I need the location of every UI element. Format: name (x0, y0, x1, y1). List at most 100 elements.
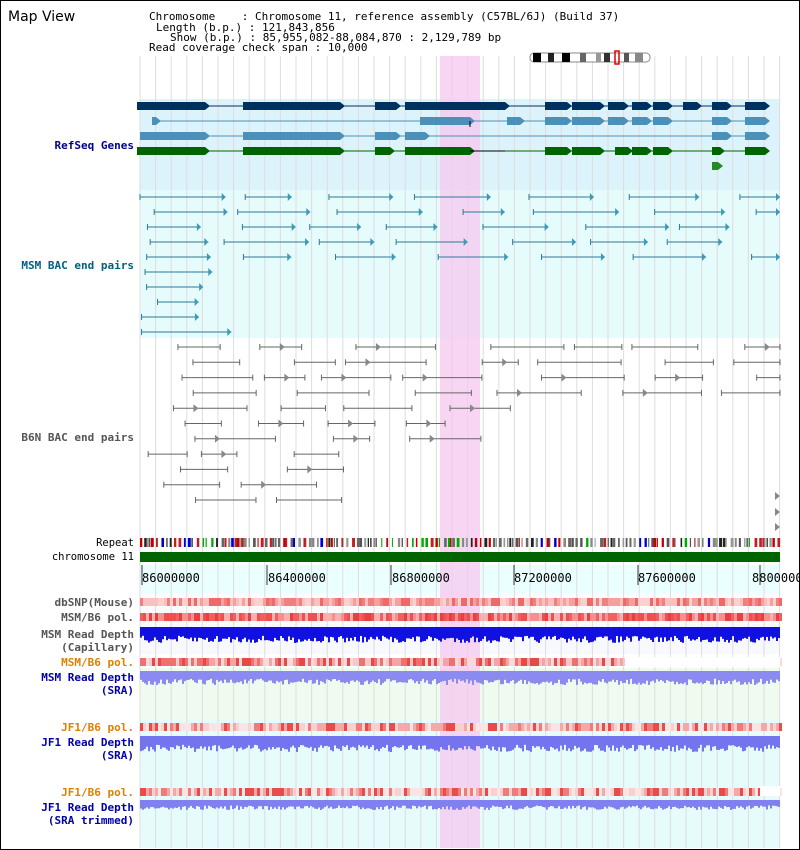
track-label-dbsnp[interactable]: dbSNP(Mouse) (54, 596, 134, 609)
track-label-jf1-pol-1[interactable]: JF1/B6 pol. (61, 721, 134, 734)
gene-exon (140, 132, 205, 140)
gene-strand-arrow (647, 147, 652, 155)
track-label-jf1-depth-1[interactable]: JF1 Read Depth (SRA) (4, 736, 134, 762)
track-label-msm-bac[interactable]: MSM BAC end pairs (21, 259, 134, 272)
msm-pol-cell (749, 613, 752, 621)
jf1-depth-bar (480, 736, 482, 749)
msm-pol-cell (647, 613, 650, 621)
jf1-pol-2-cell (407, 788, 410, 796)
jf1-depth-2-bar (622, 800, 624, 807)
depth-sra-bar (466, 671, 468, 680)
jf1-pol-2-cell (746, 788, 749, 796)
jf1-depth-2-bar (224, 800, 226, 807)
jf1-depth-2-bar (552, 800, 554, 807)
jf1-pol-2-cell (701, 788, 704, 796)
jf1-pol-cell (653, 723, 656, 731)
jf1-depth-2-bar (604, 800, 606, 807)
jf1-depth-bar (442, 736, 444, 750)
msm-pol-sra-cell (260, 658, 263, 666)
msm-pol-cell (317, 613, 320, 621)
repeat-element (575, 538, 578, 547)
depth-sra-bar (656, 671, 658, 680)
depth-cap-bar (194, 627, 196, 638)
jf1-depth-2-bar (716, 800, 718, 810)
track-label-refseq[interactable]: RefSeq Genes (54, 139, 134, 152)
depth-sra-bar (192, 671, 194, 681)
msm-bac-arrow (433, 223, 438, 231)
jf1-depth-2-bar (292, 800, 294, 807)
track-label-b6n-bac[interactable]: B6N BAC end pairs (21, 431, 134, 444)
jf1-pol-cell (512, 723, 515, 731)
repeat-element (205, 538, 207, 547)
jf1-depth-bar (338, 736, 340, 749)
jf1-depth-bar (404, 736, 406, 751)
jf1-depth-2-bar (308, 800, 310, 808)
jf1-depth-bar (476, 736, 478, 747)
track-label-msm-depth-sra[interactable]: MSM Read Depth (SRA) (4, 671, 134, 697)
jf1-pol-cell (521, 723, 524, 731)
jf1-depth-2-bar (762, 800, 764, 807)
jf1-depth-2-bar (212, 800, 214, 808)
jf1-depth-bar (730, 736, 732, 746)
depth-cap-bar (566, 627, 568, 643)
jf1-depth-bar (340, 736, 342, 751)
dbsnp-cell (311, 598, 314, 606)
depth-cap-bar (248, 627, 250, 640)
gene-exon (420, 117, 470, 125)
repeat-element (328, 538, 331, 547)
track-label-msm-depth-cap[interactable]: MSM Read Depth (Capillary) (4, 628, 134, 654)
jf1-pol-2-cell (170, 788, 173, 796)
track-label-repeat: Repeat (96, 537, 134, 549)
depth-sra-bar (408, 671, 410, 680)
jf1-pol-cell (749, 723, 752, 731)
jf1-pol-2-cell (572, 788, 575, 796)
msm-pol-cell (308, 613, 311, 621)
dbsnp-cell (221, 598, 224, 606)
track-label-jf1-pol-2[interactable]: JF1/B6 pol. (61, 786, 134, 799)
jf1-depth-bar (432, 736, 434, 750)
dbsnp-cell (572, 598, 575, 606)
depth-cap-bar (672, 627, 674, 642)
jf1-depth-bar (726, 736, 728, 751)
jf1-depth-2-bar (200, 800, 202, 810)
jf1-depth-bar (346, 736, 348, 746)
track-label-jf1-depth-2[interactable]: JF1 Read Depth (SRA trimmed) (4, 801, 134, 827)
jf1-pol-cell (776, 723, 779, 731)
depth-sra-bar (704, 671, 706, 684)
depth-cap-bar (208, 627, 210, 642)
jf1-depth-2-bar (676, 800, 678, 808)
depth-sra-bar (452, 671, 454, 682)
track-label-msm-b6-pol[interactable]: MSM/B6 pol. (61, 611, 134, 624)
jf1-depth-2-bar (188, 800, 190, 808)
repeat-element (509, 538, 512, 547)
dbsnp-cell (305, 598, 308, 606)
jf1-depth-bar (652, 736, 654, 748)
depth-sra-bar (418, 671, 420, 684)
jf1-depth-2-bar (274, 800, 276, 808)
depth-sra-bar (250, 671, 252, 679)
b6n-bac-arrow (279, 343, 285, 351)
dbsnp-cell (536, 598, 539, 606)
jf1-pol-2-cell (536, 788, 539, 796)
msm-pol-cell (476, 613, 479, 621)
jf1-pol-cell (440, 723, 443, 731)
track-label-msm-b6-pol-sra[interactable]: MSM/B6 pol. (61, 656, 134, 669)
depth-cap-bar (298, 627, 300, 640)
jf1-pol-cell (242, 723, 245, 731)
jf1-depth-2-bar (584, 800, 586, 807)
b6n-bac-arrow (775, 492, 780, 500)
jf1-pol-2-cell (212, 788, 215, 796)
depth-sra-bar (440, 671, 442, 682)
jf1-depth-2-bar (172, 800, 174, 809)
repeat-element (719, 538, 723, 547)
jf1-depth-2-bar (772, 800, 774, 806)
b6n-bac-arrow (375, 343, 381, 351)
repeat-element (558, 538, 561, 547)
depth-sra-bar (160, 671, 162, 680)
depth-cap-bar (428, 627, 430, 637)
jf1-depth-2-bar (370, 800, 372, 809)
jf1-pol-2-cell (599, 788, 602, 796)
jf1-pol-2-cell (188, 788, 191, 796)
depth-cap-bar (594, 627, 596, 641)
